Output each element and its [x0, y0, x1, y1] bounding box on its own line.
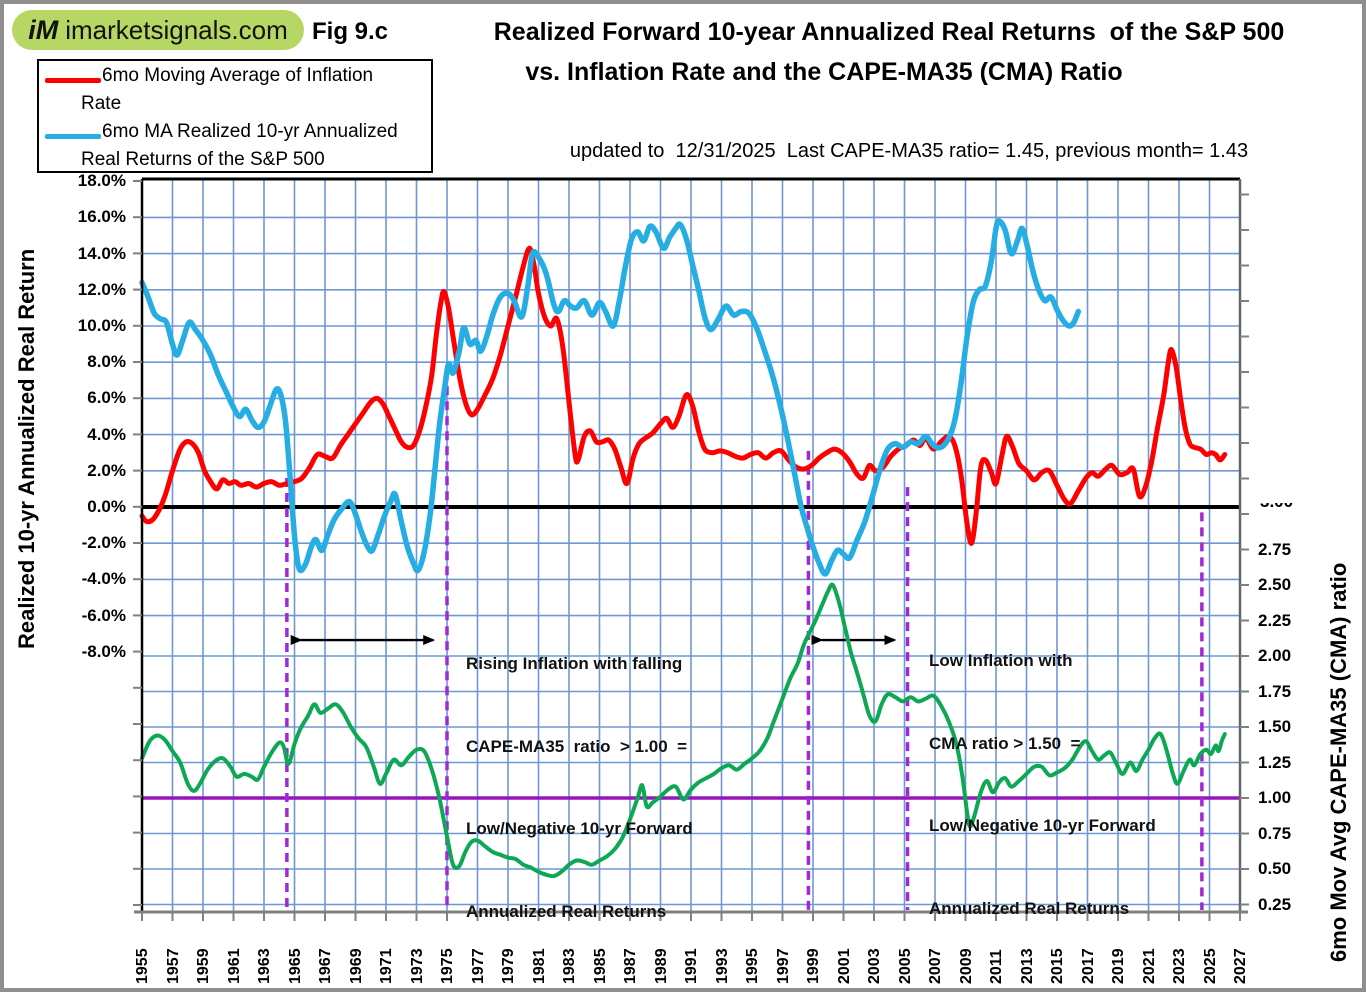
left-axis-tick-label: 6.0%	[87, 388, 126, 408]
series-left	[139, 218, 1082, 577]
plot-area	[133, 177, 1249, 921]
x-axis-tick-label: 1963	[256, 948, 273, 984]
right-axis-tick-label: 1.00	[1258, 788, 1292, 807]
left-axis-tick-label: 10.0%	[77, 316, 126, 335]
x-axis-tick-label: 1995	[744, 948, 761, 984]
legend: 6mo Moving Average of Inflation Rate 6mo…	[37, 59, 433, 173]
chart-title-line2: vs. Inflation Rate and the CAPE-MA35 (CM…	[525, 58, 1123, 86]
right-axis-tick-label: 2.50	[1258, 575, 1292, 594]
logo: iM imarketsignals.com	[12, 10, 304, 50]
chart-title-line1: Realized Forward 10-year Annualized Real…	[493, 18, 1285, 46]
x-axis-tick-label: 1971	[378, 948, 395, 984]
right-axis-tick-label: 0.25	[1258, 894, 1292, 914]
x-axis-tick-label: 1965	[286, 948, 304, 984]
left-axis-tick-label: 2.0%	[87, 460, 126, 480]
chart-subtitle: updated to 12/31/2025 Last CAPE-MA35 rat…	[569, 140, 1249, 162]
right-axis-tick-label: 2.75	[1258, 539, 1292, 559]
tick-labels: 18.0% 16.0% 14.0% 12.0% 10.0% 8.0% 6.0% 4.0% 2.0…	[4, 4, 1362, 988]
left-axis-tick-label: 4.0%	[87, 424, 126, 444]
x-axis-tick-label: 2001	[835, 948, 853, 984]
legend-label: Rate	[81, 93, 122, 114]
legend-label: 6mo Moving Average of Inflation	[102, 65, 374, 86]
logo-site-text: imarketsignals.com	[65, 14, 288, 45]
x-axis-tick-label: 2027	[1232, 948, 1249, 984]
x-axis-tick-label: 1957	[164, 948, 182, 984]
series-left	[139, 245, 1228, 546]
x-axis-tick-label: 1973	[408, 948, 426, 984]
right-axis-tick-label: 1.75	[1258, 681, 1292, 701]
left-axis-tick-label: 16.0%	[77, 207, 126, 227]
left-axis-tick-label: -8.0%	[81, 641, 126, 661]
x-axis-tick-label: 2003	[866, 948, 883, 984]
x-axis-tick-label: 2025	[1201, 948, 1219, 984]
left-axis-tick-label: -2.0%	[81, 533, 126, 553]
left-axis-tick-label: -4.0%	[81, 569, 126, 589]
x-axis-tick-label: 1969	[347, 948, 365, 984]
left-axis-tick-label: -6.0%	[81, 605, 126, 625]
right-axis-tick-label: 1.50	[1258, 717, 1292, 736]
x-axis-tick-label: 1961	[225, 948, 243, 984]
left-axis-tick-label: 14.0%	[77, 243, 126, 263]
x-axis-tick-label: 1975	[439, 948, 456, 984]
right-axis-tick-label: 2.00	[1258, 646, 1292, 665]
left-axis-tick-label: 0.0%	[87, 497, 126, 516]
x-axis-tick-label: 2005	[896, 948, 914, 984]
right-axis-tick-label: 0.50	[1258, 859, 1292, 878]
right-axis-tick-label: 0.75	[1258, 823, 1292, 843]
legend-swatch-returns	[45, 134, 101, 139]
x-axis-tick-label: 1993	[713, 948, 731, 984]
x-axis-tick-label: 1967	[317, 948, 334, 984]
annotation-low-inflation: Low Inflation with CMA ratio > 1.50 = Lo…	[929, 651, 1156, 918]
left-axis-tick-label: 12.0%	[77, 279, 126, 299]
figure-number: Fig 9.c	[312, 18, 389, 45]
left-axis-tick-label: 18.0%	[77, 171, 126, 191]
x-axis-tick-label: 1999	[805, 948, 822, 984]
logo-im-mark: iM	[28, 14, 59, 45]
x-axis-tick-label: 1997	[774, 948, 792, 984]
left-axis-tick-label: 8.0%	[87, 352, 126, 372]
right-axis-clipped-top-label: 3.00	[1260, 503, 1310, 512]
legend-label: Real Returns of the S&P 500	[81, 149, 325, 170]
legend-label: 6mo MA Realized 10-yr Annualized	[102, 121, 398, 142]
x-axis-tick-label: 1959	[195, 948, 212, 984]
annotation-rising-inflation: Rising Inflation with falling CAPE-MA35 …	[466, 654, 693, 921]
right-axis-tick-label: 2.25	[1258, 610, 1292, 630]
x-axis-tick-label: 1955	[134, 948, 151, 984]
legend-swatch-inflation	[45, 78, 101, 83]
x-axis-tick-label: 2023	[1171, 948, 1188, 984]
series-right	[140, 582, 1227, 879]
right-axis-tick-label: 1.25	[1258, 752, 1292, 772]
